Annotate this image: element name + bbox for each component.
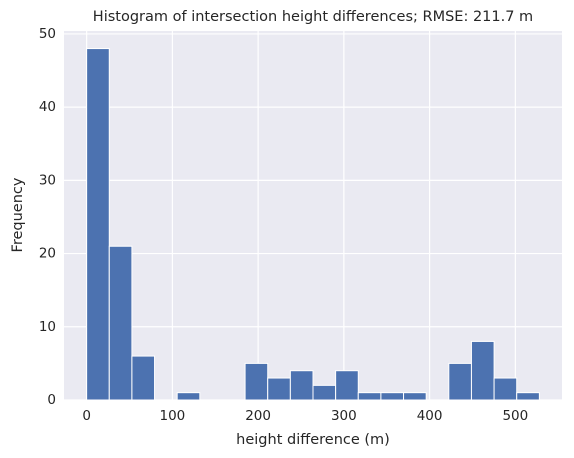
y-axis-label: Frequency xyxy=(10,177,26,252)
bar xyxy=(289,370,314,401)
bar xyxy=(470,340,495,401)
x-tick-label: 200 xyxy=(245,408,271,424)
bar xyxy=(131,355,156,401)
bar xyxy=(86,48,110,401)
bar xyxy=(380,392,405,401)
bar xyxy=(516,392,540,401)
bar xyxy=(493,377,518,401)
bar xyxy=(108,245,133,401)
plot-area xyxy=(64,31,562,400)
x-tick-label: 0 xyxy=(82,408,91,424)
bar xyxy=(448,362,472,401)
y-tick-label: 0 xyxy=(47,392,56,408)
x-tick-label: 500 xyxy=(502,408,528,424)
y-tick-label: 20 xyxy=(39,246,56,262)
y-tick-label: 40 xyxy=(39,99,56,115)
x-tick-label: 300 xyxy=(331,408,357,424)
chart-title: Histogram of intersection height differe… xyxy=(93,9,533,25)
bar xyxy=(176,392,201,401)
x-axis-label: height difference (m) xyxy=(236,432,390,448)
x-tick-label: 100 xyxy=(159,408,185,424)
y-tick-label: 10 xyxy=(39,319,56,335)
bar xyxy=(312,384,337,401)
bar xyxy=(403,392,427,401)
bar xyxy=(335,370,359,401)
y-tick-label: 30 xyxy=(39,172,56,188)
y-tick-label: 50 xyxy=(39,26,56,42)
x-tick-label: 400 xyxy=(417,408,443,424)
bar xyxy=(244,362,269,401)
bar xyxy=(267,377,291,401)
bar xyxy=(357,392,382,401)
